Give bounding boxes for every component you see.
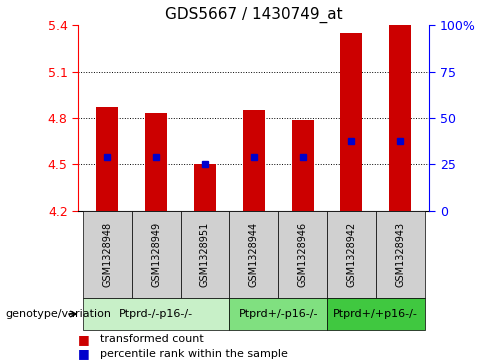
Bar (389, 25, 411, 211)
Bar (194, 164, 216, 211)
Text: percentile rank within the sample: percentile rank within the sample (100, 349, 288, 359)
Bar (181, 211, 229, 298)
Text: Ptprd+/-p16-/-: Ptprd+/-p16-/- (239, 309, 318, 319)
Bar (229, 298, 327, 330)
Bar (278, 211, 327, 298)
Bar (132, 211, 181, 298)
Text: transformed count: transformed count (100, 334, 204, 344)
Bar (376, 211, 425, 298)
Text: GSM1328946: GSM1328946 (298, 221, 307, 287)
Text: GSM1328942: GSM1328942 (346, 221, 356, 287)
Bar (341, 33, 363, 211)
Text: GSM1328944: GSM1328944 (249, 221, 259, 287)
Bar (145, 113, 167, 211)
Bar (327, 298, 425, 330)
Bar (229, 211, 278, 298)
Bar (97, 107, 119, 211)
Text: GSM1328949: GSM1328949 (151, 221, 161, 287)
Bar (83, 298, 229, 330)
Text: Ptprd+/+p16-/-: Ptprd+/+p16-/- (333, 309, 418, 319)
Bar (327, 211, 376, 298)
Text: GSM1328948: GSM1328948 (102, 221, 112, 287)
Text: Ptprd-/-p16-/-: Ptprd-/-p16-/- (119, 309, 193, 319)
Text: GSM1328951: GSM1328951 (200, 221, 210, 287)
Bar (83, 211, 132, 298)
Bar (292, 119, 314, 211)
Text: ■: ■ (78, 333, 90, 346)
Bar (243, 110, 265, 211)
Text: GSM1328943: GSM1328943 (395, 221, 405, 287)
Title: GDS5667 / 1430749_at: GDS5667 / 1430749_at (165, 7, 343, 23)
Text: ■: ■ (78, 347, 90, 360)
Text: genotype/variation: genotype/variation (5, 309, 111, 319)
